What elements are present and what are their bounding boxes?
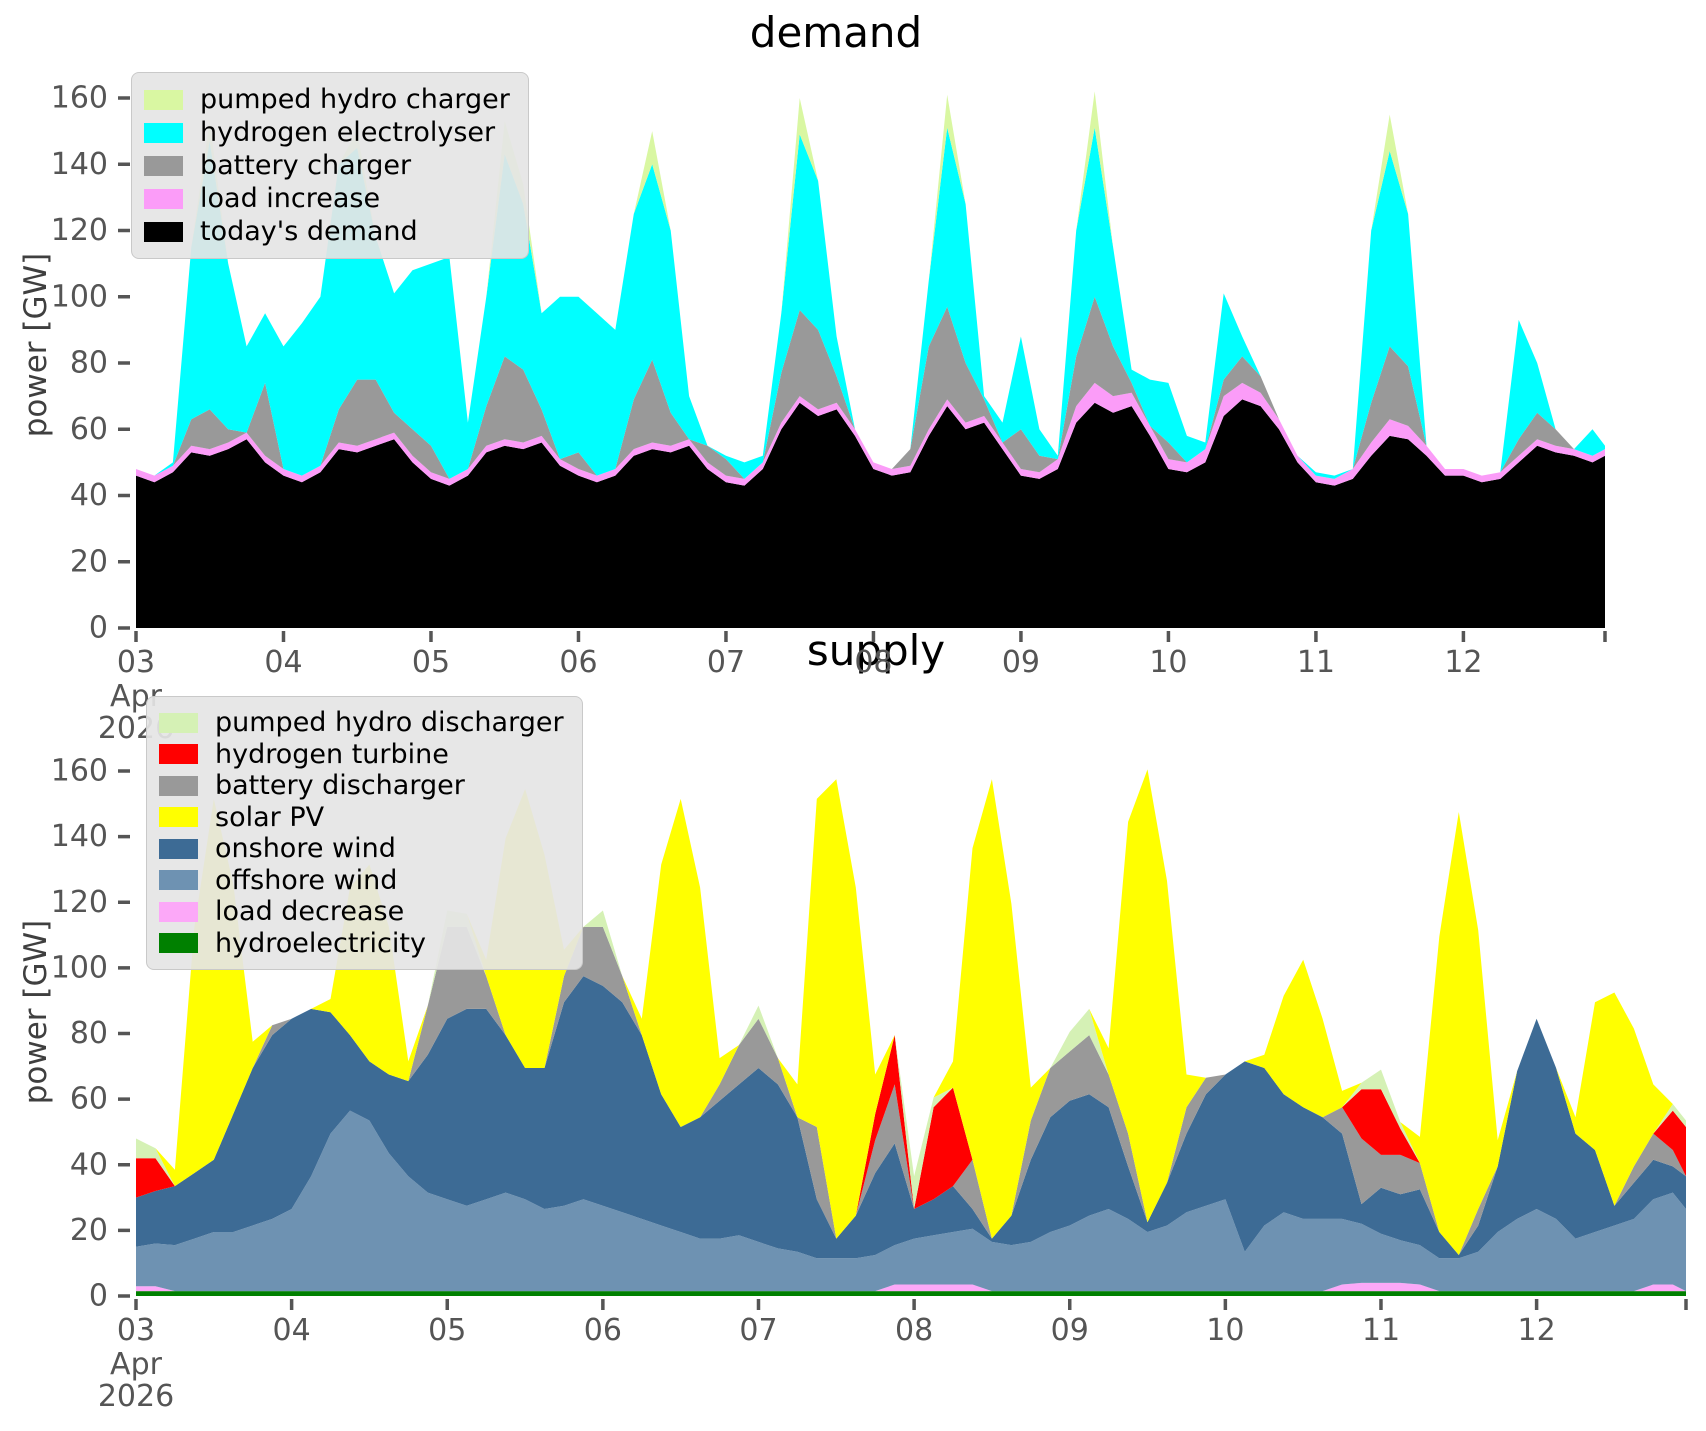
legend-swatch-offshore-wind (159, 870, 198, 891)
x-tick-label: 09 (1002, 645, 1040, 680)
y-tick-label: 20 (70, 1213, 108, 1248)
legend-swatch-solar-pv (159, 807, 198, 828)
series-area-load-increase (136, 382, 1605, 486)
legend-label: battery discharger (215, 770, 465, 802)
series-area-hydrogen-turbine (136, 926, 1686, 1255)
y-tick-label: 80 (70, 346, 108, 381)
legend-swatch-battery-discharger (159, 775, 198, 796)
legend-item: hydrogen turbine (159, 739, 564, 771)
y-tick-label: 120 (51, 213, 108, 248)
legend-label: pumped hydro charger (200, 84, 510, 115)
legend-item: today's demand (144, 215, 510, 248)
legend-item: offshore wind (159, 865, 564, 897)
legend-item: solar PV (159, 802, 564, 834)
y-tick-label: 40 (70, 1147, 108, 1182)
series-area-battery-charger (136, 296, 1605, 479)
x-tick-label: 10 (1149, 645, 1187, 680)
x-tick-label: 06 (584, 1313, 622, 1348)
legend-swatch-pumped-hydro-charger (144, 89, 183, 110)
demand-legend: pumped hydro charger hydrogen electrolyse… (131, 72, 529, 259)
x-tick-label: 05 (412, 645, 450, 680)
series-area-onshore-wind (136, 976, 1686, 1259)
supply-chart-title: supply (806, 626, 946, 675)
series-area-pumped-hydro-discharger (136, 910, 1686, 1255)
legend-item: battery discharger (159, 770, 564, 802)
legend-item: pumped hydro discharger (159, 707, 564, 739)
legend-item: load increase (144, 182, 510, 215)
y-tick-label: 100 (51, 950, 108, 985)
x-tick-label: 12 (1518, 1313, 1556, 1348)
legend-swatch-today-s-demand (144, 221, 183, 242)
x-tick-label: 03 (117, 1313, 155, 1348)
legend-item: pumped hydro charger (144, 83, 510, 116)
legend-label: battery charger (200, 150, 412, 181)
series-area-battery-discharger (136, 926, 1686, 1255)
x-tick-label: 09 (1051, 1313, 1089, 1348)
legend-swatch-hydroelectricity (159, 933, 198, 954)
legend-label: load increase (200, 183, 381, 214)
x-tick-label: 12 (1444, 645, 1482, 680)
legend-label: hydrogen turbine (215, 738, 449, 770)
legend-item: hydrogen electrolyser (144, 116, 510, 149)
x-tick-label: 04 (264, 645, 302, 680)
x-tick-label: 07 (739, 1313, 777, 1348)
x-tick-label: 05 (428, 1313, 466, 1348)
legend-item: battery charger (144, 149, 510, 182)
legend-item: onshore wind (159, 833, 564, 865)
series-area-today-s-demand (136, 399, 1605, 628)
x-tick-label: 06 (559, 645, 597, 680)
x-axis-month-label: Apr (110, 1347, 163, 1382)
legend-swatch-load-increase (144, 188, 183, 209)
supply-legend: pumped hydro discharger hydrogen turbine b… (146, 696, 583, 970)
x-tick-label: 07 (707, 645, 745, 680)
y-tick-label: 80 (70, 1016, 108, 1051)
y-tick-label: 140 (51, 147, 108, 182)
x-tick-label: 08 (895, 1313, 933, 1348)
y-tick-label: 160 (51, 754, 108, 789)
legend-label: pumped hydro discharger (215, 707, 564, 739)
y-tick-label: 20 (70, 544, 108, 579)
y-tick-label: 140 (51, 819, 108, 854)
y-tick-label: 100 (51, 279, 108, 314)
legend-label: onshore wind (215, 833, 396, 865)
x-tick-label: 11 (1297, 645, 1335, 680)
y-tick-label: 160 (51, 81, 108, 116)
x-tick-label: 11 (1362, 1313, 1400, 1348)
legend-swatch-hydrogen-electrolyser (144, 122, 183, 143)
x-tick-label: 08 (854, 645, 892, 680)
legend-swatch-load-decrease (159, 901, 198, 922)
legend-label: today's demand (200, 216, 418, 247)
legend-item: load decrease (159, 896, 564, 928)
legend-label: solar PV (215, 801, 325, 833)
legend-item: hydroelectricity (159, 928, 564, 960)
legend-swatch-hydrogen-turbine (159, 744, 198, 765)
legend-label: hydrogen electrolyser (200, 117, 496, 148)
legend-label: offshore wind (215, 864, 398, 896)
y-tick-label: 120 (51, 885, 108, 920)
legend-swatch-onshore-wind (159, 838, 198, 859)
x-axis-year-label: 2026 (98, 1379, 174, 1414)
y-tick-label: 0 (89, 1279, 108, 1314)
x-tick-label: 03 (117, 645, 155, 680)
legend-swatch-pumped-hydro-discharger (159, 712, 198, 733)
demand-chart-title: demand (749, 8, 923, 57)
y-tick-label: 40 (70, 478, 108, 513)
series-area-load-decrease (136, 1282, 1686, 1292)
series-area-offshore-wind (136, 1110, 1686, 1292)
y-tick-label: 60 (70, 412, 108, 447)
y-tick-label: 60 (70, 1082, 108, 1117)
y-tick-label: 0 (89, 611, 108, 646)
legend-label: load decrease (215, 896, 405, 928)
legend-label: hydroelectricity (215, 927, 426, 959)
series-area-hydroelectricity (136, 1291, 1686, 1296)
x-tick-label: 10 (1206, 1313, 1244, 1348)
x-tick-label: 04 (273, 1313, 311, 1348)
legend-swatch-battery-charger (144, 155, 183, 176)
